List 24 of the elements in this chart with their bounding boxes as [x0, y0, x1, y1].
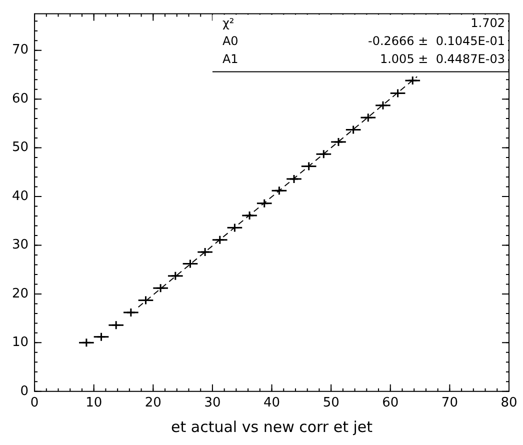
x-tick-label: 40 — [264, 396, 280, 411]
x-tick-label: 70 — [441, 396, 458, 411]
x-tick-label: 60 — [382, 396, 399, 411]
annotation: 1.702 — [470, 16, 505, 30]
y-tick-label: 40 — [12, 188, 29, 204]
x-tick-label: 80 — [500, 396, 518, 411]
annotation: A1 — [222, 52, 238, 66]
annotation: A0 — [222, 34, 238, 48]
y-tick-label: 10 — [12, 335, 29, 350]
x-tick-label: 20 — [144, 396, 162, 411]
annotation: χ² — [222, 16, 234, 30]
y-tick-label: 50 — [12, 140, 29, 156]
y-tick-label: 70 — [12, 42, 29, 58]
x-tick-label: 50 — [322, 396, 340, 411]
y-tick-label: 30 — [12, 238, 29, 253]
x-tick-label: 0 — [30, 396, 39, 411]
annotation: 1.005 ± 0.4487E-03 — [380, 52, 505, 66]
y-tick-label: 0 — [20, 384, 29, 399]
x-axis-title: et actual vs new corr et jet — [171, 418, 373, 436]
y-tick-label: 60 — [12, 91, 29, 106]
x-tick-label: 30 — [204, 396, 221, 411]
annotation: -0.2666 ± 0.1045E-01 — [368, 34, 505, 48]
y-tick-label: 20 — [12, 286, 29, 302]
x-tick-label: 10 — [86, 396, 102, 411]
